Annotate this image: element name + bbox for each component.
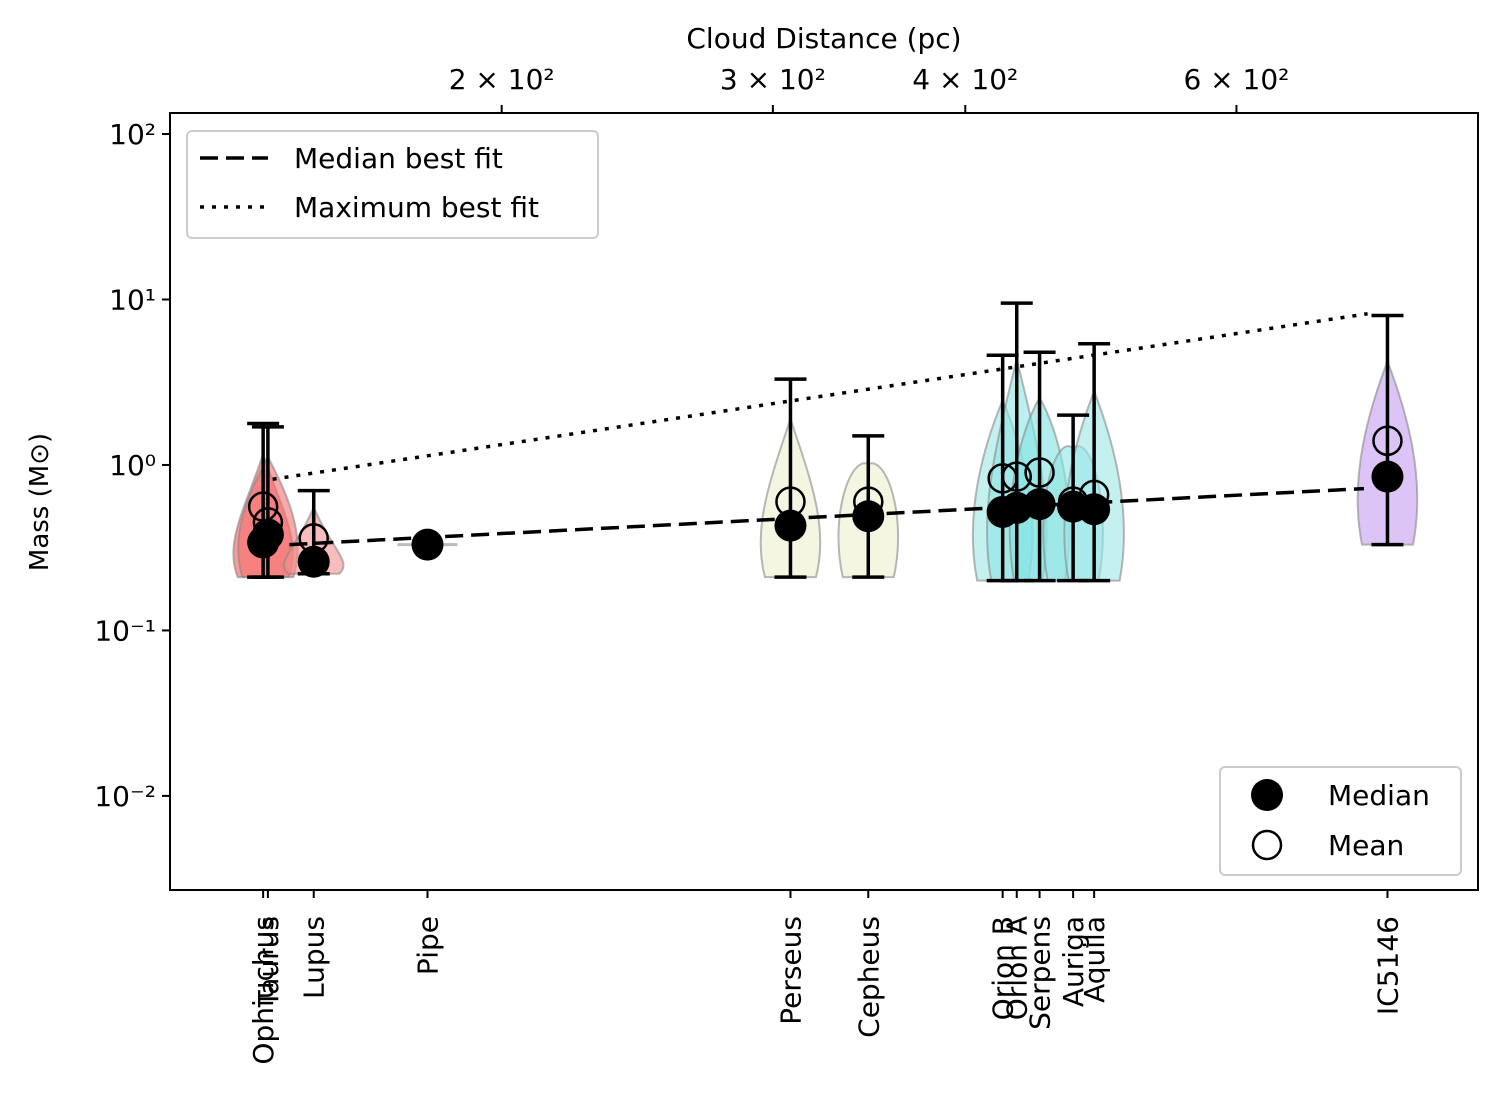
y-tick-label: 10⁻¹ (94, 614, 156, 647)
x-axis-label: Cloud Distance (pc) (686, 22, 961, 55)
category-label: IC5146 (1371, 916, 1404, 1015)
mean-marker (1024, 457, 1055, 488)
category-label: Perseus (774, 916, 807, 1025)
category-label: Aquila (1078, 916, 1111, 1003)
median-marker (1078, 493, 1111, 526)
fit-line (272, 312, 1368, 481)
median-marker (411, 528, 444, 561)
mean-marker (1001, 461, 1032, 492)
category-label: Auriga (1057, 916, 1090, 1007)
mean-marker (987, 463, 1018, 494)
mean-marker (1372, 425, 1403, 457)
legend-label: Median best fit (294, 142, 503, 175)
category-label: Cepheus (852, 916, 885, 1038)
legend-label: Maximum best fit (294, 191, 539, 224)
x-tick-label: 6 × 10² (1183, 63, 1289, 96)
legend-label: Mean (1328, 829, 1404, 862)
median-marker (297, 545, 330, 578)
median-marker (1023, 488, 1056, 521)
x-tick-label: 4 × 10² (912, 63, 1018, 96)
y-tick-label: 10² (109, 118, 156, 151)
fit-line (289, 486, 1365, 547)
median-marker (774, 509, 807, 542)
median-marker (1371, 460, 1404, 493)
x-tick-label: 2 × 10² (449, 63, 555, 96)
y-tick-label: 10⁻² (94, 780, 156, 813)
y-tick-label: 10⁰ (109, 449, 156, 482)
category-label: Lupus (298, 916, 331, 999)
category-label: Pipe (411, 916, 444, 975)
median-marker (852, 500, 885, 533)
category-label: Orion A (1001, 916, 1034, 1020)
category-label: Taurus (252, 916, 285, 1008)
category-label: Serpens (1024, 916, 1057, 1030)
category-label: Orion B (987, 916, 1020, 1020)
plot-frame (169, 112, 1479, 891)
legend-marker (1251, 779, 1283, 811)
legend-box (186, 130, 599, 239)
y-tick-label: 10¹ (109, 284, 156, 317)
x-tick-label: 3 × 10² (720, 63, 826, 96)
category-label: Ophiuchus (247, 916, 280, 1065)
plot-area (232, 301, 1419, 583)
y-axis-label: Mass (M⊙) (25, 433, 55, 571)
legend-label: Median (1328, 779, 1430, 812)
median-marker (251, 518, 284, 551)
legend-marker (1251, 829, 1283, 861)
